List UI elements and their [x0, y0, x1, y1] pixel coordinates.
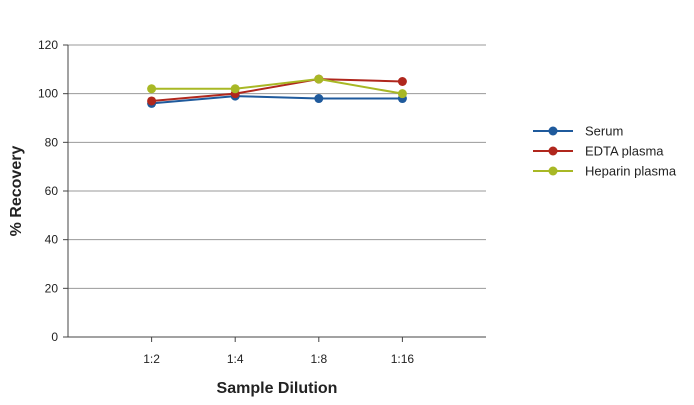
series [147, 74, 407, 108]
data-point [314, 94, 324, 104]
legend-label: Heparin plasma [585, 164, 677, 179]
legend-marker-0 [548, 126, 558, 136]
data-point [314, 74, 324, 84]
series-line-1 [151, 78, 403, 102]
y-tick-label: 120 [38, 38, 58, 52]
y-tick-labels: 0 20 40 60 80 100 120 [38, 38, 68, 344]
y-tick-label: 20 [45, 281, 59, 295]
legend-label: EDTA plasma [585, 144, 664, 159]
legend-marker-1 [548, 146, 558, 156]
x-tick-label: 1:8 [310, 352, 327, 366]
series-line-0 [151, 95, 403, 105]
y-tick-label: 40 [45, 233, 59, 247]
data-point [397, 77, 407, 86]
legend: Serum EDTA plasma Heparin plasma [533, 124, 677, 179]
x-tick-label: 1:4 [227, 352, 244, 366]
y-axis-title: % Recovery [8, 146, 25, 237]
series-line-2 [151, 78, 403, 95]
y-tick-label: 80 [45, 135, 59, 149]
y-tick-label: 0 [51, 330, 58, 344]
legend-marker-2 [548, 166, 558, 176]
x-tick-labels: 1:2 1:4 1:8 1:16 [143, 337, 414, 366]
data-point [147, 84, 157, 94]
data-point [397, 89, 407, 99]
x-tick-label: 1:16 [391, 352, 415, 366]
y-tick-label: 100 [38, 87, 58, 101]
data-point [230, 84, 240, 94]
x-tick-label: 1:2 [143, 352, 160, 366]
legend-label: Serum [585, 124, 623, 139]
data-point [147, 96, 157, 106]
gridlines [68, 44, 486, 289]
y-tick-label: 60 [45, 184, 59, 198]
x-axis-title: Sample Dilution [217, 380, 338, 397]
